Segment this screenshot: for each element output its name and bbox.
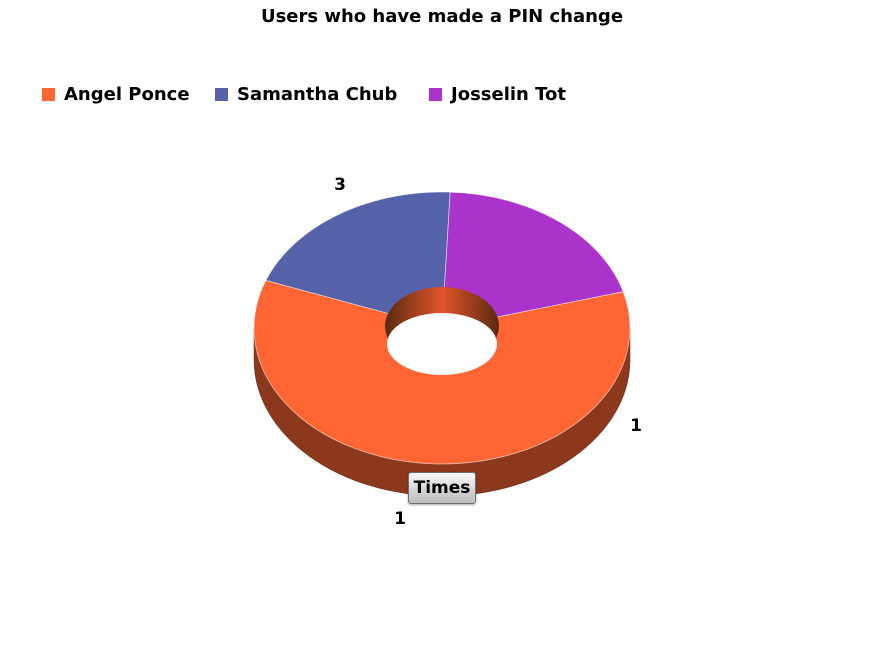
data-label-2: 1 — [394, 509, 406, 529]
legend-swatch-angel-ponce — [42, 87, 55, 101]
legend-item-angel-ponce[interactable]: Angel Ponce — [42, 82, 190, 106]
data-label-0: 3 — [334, 175, 346, 195]
pie-slice-2 — [441, 191, 624, 329]
legend-label-angel-ponce: Angel Ponce — [64, 83, 190, 105]
data-label-1: 1 — [630, 416, 642, 436]
times-button[interactable]: Times — [408, 472, 476, 504]
legend-swatch-samantha-chub — [215, 87, 228, 101]
legend-label-samantha-chub: Samantha Chub — [237, 83, 398, 105]
legend-item-josselin-tot[interactable]: Josselin Tot — [429, 82, 566, 106]
legend: Angel Ponce Samantha Chub Josselin Tot — [42, 82, 842, 106]
pie-labels: 3 1 1 — [334, 175, 642, 529]
chart-title: Users who have made a PIN change — [260, 6, 624, 27]
hole-opening — [387, 313, 497, 375]
pie-slice-1 — [265, 191, 451, 329]
legend-item-samantha-chub[interactable]: Samantha Chub — [215, 82, 397, 106]
legend-label-josselin-tot: Josselin Tot — [451, 83, 566, 105]
legend-swatch-josselin-tot — [429, 87, 442, 101]
pie-hole — [385, 287, 499, 375]
